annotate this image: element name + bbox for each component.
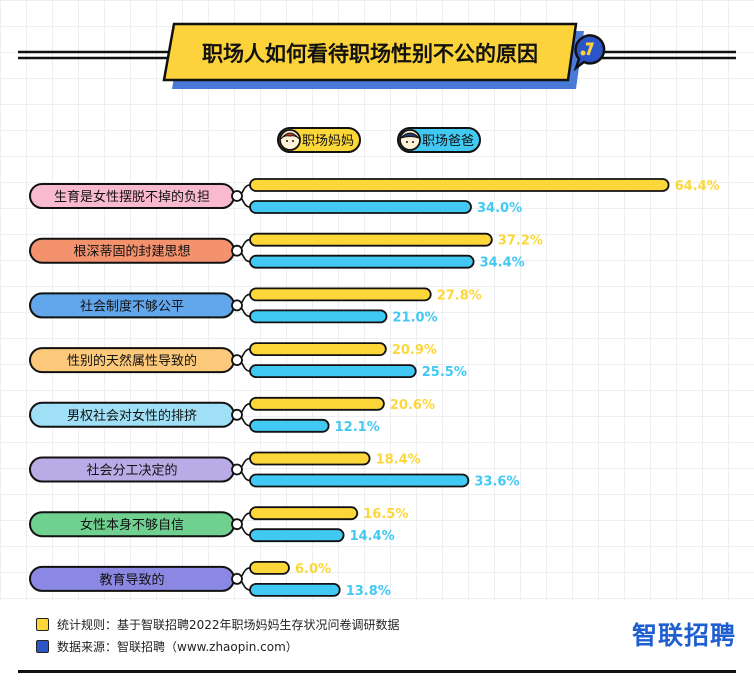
- bar-mama: [249, 342, 387, 357]
- data-label: 18.4%: [376, 453, 421, 468]
- bar-mama: [249, 287, 432, 302]
- category-label: 男权社会对女性的排挤: [67, 408, 197, 424]
- data-label: 21.0%: [393, 310, 438, 325]
- footer-rule: 统计规则：基于智联招聘2022年职场妈妈生存状况问卷调研数据: [36, 616, 400, 633]
- data-label: 25.5%: [422, 365, 467, 380]
- chart-title: 职场人如何看待职场性别不公的原因: [202, 42, 538, 66]
- bar-baba: [249, 200, 472, 214]
- legend-item-mama: 职场妈妈: [277, 127, 361, 153]
- chart-row: 生育是女性摆脱不掉的负担 64.4% 34.0%: [29, 178, 720, 216]
- category-label: 女性本身不够自信: [80, 517, 184, 533]
- bar-mama: [249, 506, 359, 521]
- footer-source: 数据来源：智联招聘（www.zhaopin.com）: [36, 638, 298, 655]
- header: 职场人如何看待职场性别不公的原因: [18, 22, 736, 89]
- bar-mama: [249, 561, 290, 575]
- chart-row: 根深蒂固的封建思想 37.2% 34.4%: [29, 232, 543, 271]
- data-label: 14.4%: [350, 529, 395, 544]
- chart-row: 教育导致的 6.0% 13.8%: [29, 561, 391, 599]
- connector-dot: [231, 244, 243, 257]
- data-label: 6.0%: [295, 562, 331, 577]
- chart-row: 性别的天然属性导致的 20.9% 25.5%: [29, 342, 467, 380]
- bar-baba: [249, 309, 388, 324]
- bar-mama: [249, 451, 371, 466]
- chart-row: 男权社会对女性的排挤 20.6% 12.1%: [29, 396, 435, 435]
- bar-baba: [249, 418, 330, 433]
- data-label: 64.4%: [675, 179, 720, 194]
- connector-dot: [231, 463, 243, 476]
- data-label: 20.9%: [392, 343, 437, 358]
- legend-label-mama: 职场妈妈: [302, 134, 354, 149]
- brand-logo: 智联招聘: [631, 621, 736, 650]
- connector-dot: [231, 408, 243, 421]
- data-label: 37.2%: [498, 234, 543, 249]
- category-label: 生育是女性摆脱不掉的负担: [54, 189, 210, 205]
- bar-baba: [249, 364, 417, 379]
- legend-item-baba: 职场爸爸: [397, 127, 481, 153]
- rule-color-key: [36, 618, 49, 631]
- legend-label-baba: 职场爸爸: [422, 134, 474, 149]
- category-label: 社会制度不够公平: [80, 298, 184, 314]
- footer-rule-text: 统计规则：基于智联招聘2022年职场妈妈生存状况问卷调研数据: [57, 618, 400, 632]
- connector-dot: [231, 573, 243, 585]
- data-label: 34.0%: [477, 201, 522, 216]
- bar-baba: [249, 528, 345, 543]
- data-label: 34.4%: [480, 256, 525, 271]
- pin-icon: [573, 34, 606, 72]
- chart: 职场人如何看待职场性别不公的原因 职场妈妈 职场爸爸 生育是女性摆脱不掉的负担 6…: [18, 22, 736, 599]
- data-label: 27.8%: [437, 288, 482, 303]
- bar-mama: [249, 396, 385, 411]
- category-label: 根深蒂固的封建思想: [73, 244, 190, 260]
- footer: 统计规则：基于智联招聘2022年职场妈妈生存状况问卷调研数据 数据来源：智联招聘…: [20, 612, 740, 662]
- bar-baba: [249, 473, 470, 488]
- connector-dot: [231, 518, 243, 531]
- footer-source-text: 数据来源：智联招聘（www.zhaopin.com）: [57, 640, 298, 654]
- connector-dot: [231, 190, 243, 202]
- category-label: 性别的天然属性导致的: [67, 353, 197, 369]
- chart-row: 社会分工决定的 18.4% 33.6%: [29, 451, 520, 490]
- bar-mama: [249, 178, 670, 192]
- connector-dot: [231, 299, 243, 312]
- bar-baba: [249, 583, 341, 597]
- chart-rows: 生育是女性摆脱不掉的负担 64.4% 34.0% 根深蒂固的封建思想 37.2% 34.4…: [29, 178, 720, 599]
- connector-dot: [231, 354, 243, 367]
- data-label: 12.1%: [335, 420, 380, 435]
- category-label: 社会分工决定的: [86, 463, 177, 479]
- category-label: 教育导致的: [99, 572, 164, 588]
- data-label: 16.5%: [363, 507, 408, 522]
- data-label: 33.6%: [474, 475, 519, 490]
- legend: 职场妈妈 职场爸爸: [277, 127, 481, 153]
- chart-row: 社会制度不够公平 27.8% 21.0%: [29, 287, 482, 325]
- bottom-rule: [18, 670, 736, 673]
- data-label: 13.8%: [346, 584, 391, 599]
- bar-baba: [249, 254, 475, 269]
- bar-mama: [249, 232, 493, 247]
- source-color-key: [36, 640, 49, 653]
- chart-row: 女性本身不够自信 16.5% 14.4%: [29, 506, 408, 544]
- data-label: 20.6%: [390, 398, 435, 413]
